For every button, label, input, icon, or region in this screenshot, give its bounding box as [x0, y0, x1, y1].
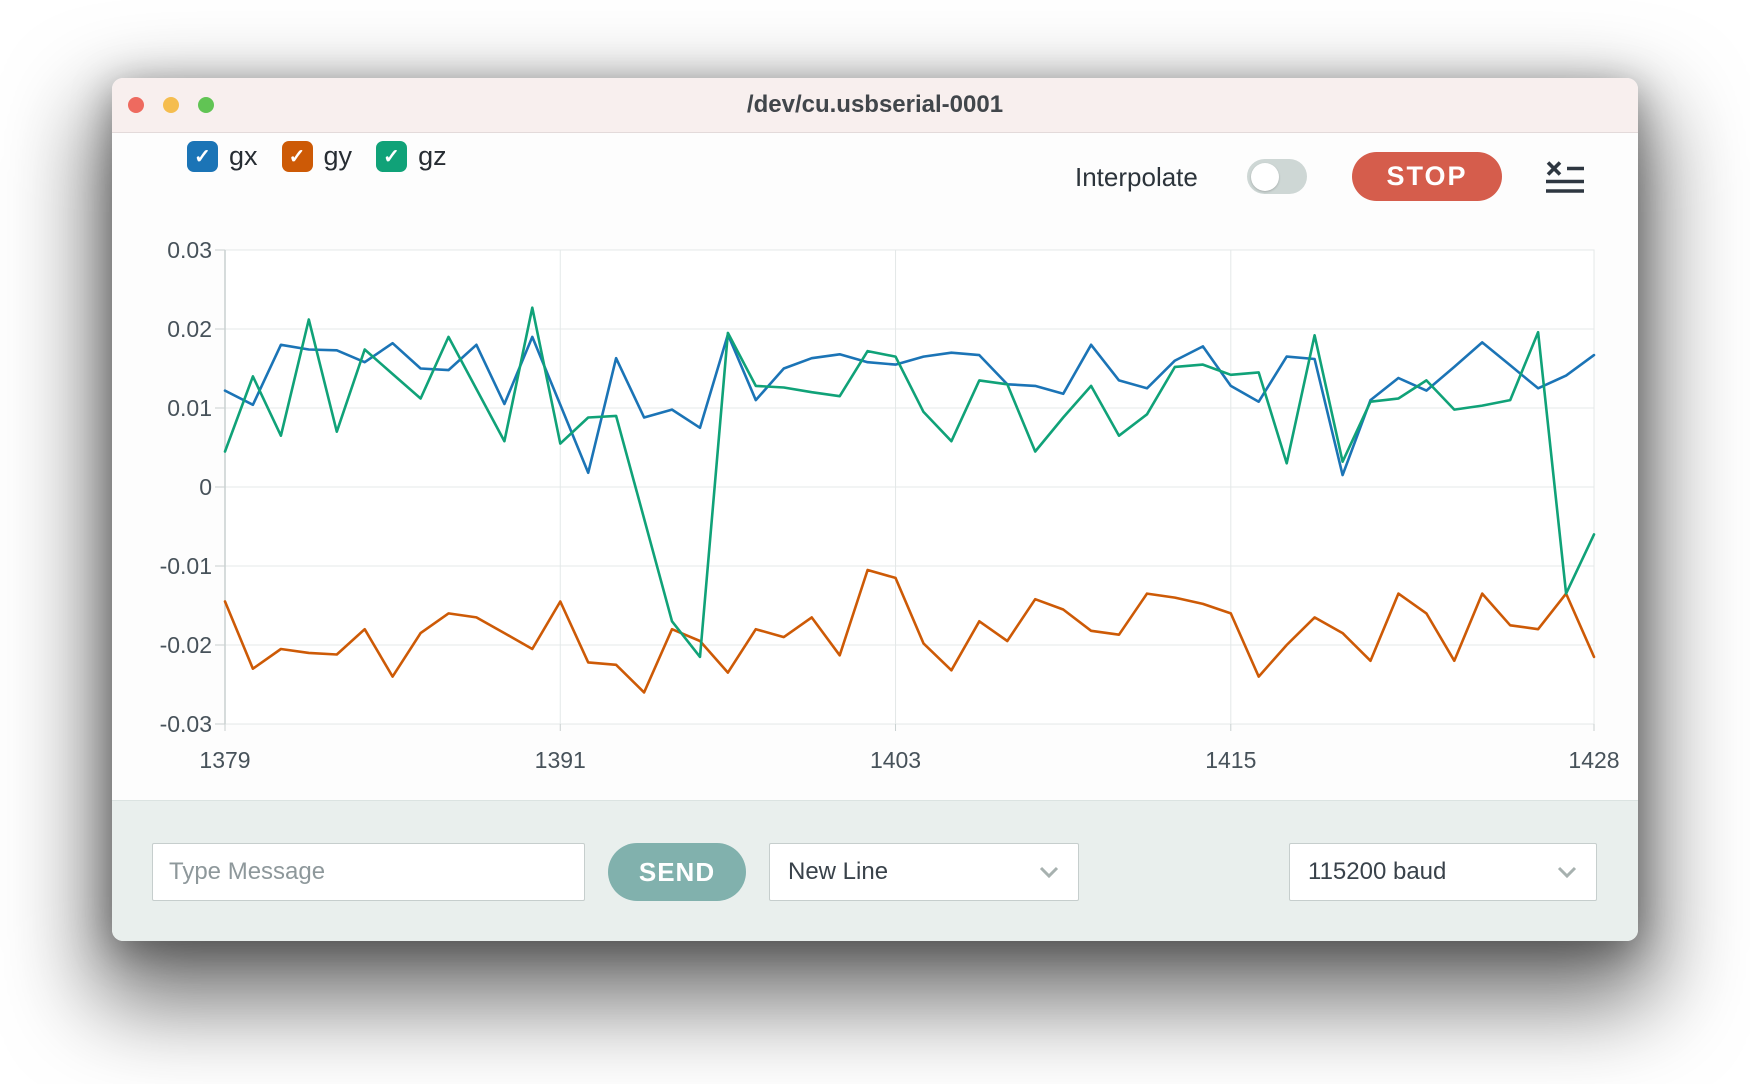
gx-label[interactable]: gx: [229, 141, 258, 171]
series-gy-line: [223, 568, 1596, 694]
y-tick-label: 0.03: [167, 237, 212, 263]
bottom-bar: SEND New Line 115200 baud: [112, 800, 1638, 941]
y-tick-label: 0.01: [167, 395, 212, 421]
y-tick-label: -0.01: [160, 553, 212, 579]
message-input[interactable]: [152, 843, 585, 901]
send-button[interactable]: SEND: [608, 843, 746, 901]
toggle-knob: [1251, 162, 1279, 191]
x-tick-label: 1403: [870, 747, 921, 773]
baud-rate-value: 115200 baud: [1308, 858, 1447, 885]
gz-checkbox[interactable]: ✓: [376, 141, 408, 172]
y-tick-label: 0: [199, 474, 212, 500]
line-ending-value: New Line: [788, 858, 889, 885]
app-window: 0.03 0.02 0.01 0 -0.01 -0.02 -0.03 1379 1391 1403…: [112, 78, 1638, 941]
y-tick-label: -0.03: [160, 711, 212, 737]
interpolate-label: Interpolate: [1075, 162, 1198, 192]
gy-label[interactable]: gy: [323, 141, 353, 171]
x-tick-label: 1379: [199, 747, 250, 773]
legend-item-gy: ✓ gy: [281, 141, 353, 172]
gy-checkbox[interactable]: ✓: [281, 141, 313, 172]
window-title: /dev/cu.usbserial-0001: [746, 91, 1004, 118]
x-tick-label: 1415: [1205, 747, 1256, 773]
x-tick-label: 1391: [535, 747, 586, 773]
x-tick-label: 1428: [1568, 747, 1619, 773]
minimize-button[interactable]: [163, 97, 179, 113]
baud-rate-select[interactable]: 115200 baud: [1289, 843, 1597, 901]
y-tick-label: 0.02: [167, 316, 212, 342]
line-ending-select[interactable]: New Line: [769, 843, 1079, 901]
interpolate-toggle[interactable]: [1247, 159, 1307, 194]
chevron-down-icon: [1039, 866, 1059, 879]
clear-list-icon: [1546, 161, 1584, 193]
legend-item-gx: ✓ gx: [187, 141, 258, 172]
stop-button[interactable]: STOP: [1352, 152, 1502, 201]
legend-item-gz: ✓ gz: [376, 141, 447, 172]
chart: 0.03 0.02 0.01 0 -0.01 -0.02 -0.03 1379 1391 1403…: [160, 237, 1620, 773]
y-tick-label: -0.02: [160, 632, 212, 658]
titlebar: /dev/cu.usbserial-0001: [112, 78, 1638, 133]
clear-plot-button[interactable]: [1545, 160, 1585, 194]
gx-checkbox[interactable]: ✓: [187, 141, 218, 172]
close-button[interactable]: [128, 97, 144, 113]
gz-label[interactable]: gz: [418, 141, 447, 171]
chevron-down-icon: [1557, 866, 1577, 879]
legend: ✓ gx ✓ gy ✓ gz: [187, 141, 447, 172]
series-gz-line: [223, 306, 1596, 659]
zoom-button[interactable]: [198, 97, 214, 113]
